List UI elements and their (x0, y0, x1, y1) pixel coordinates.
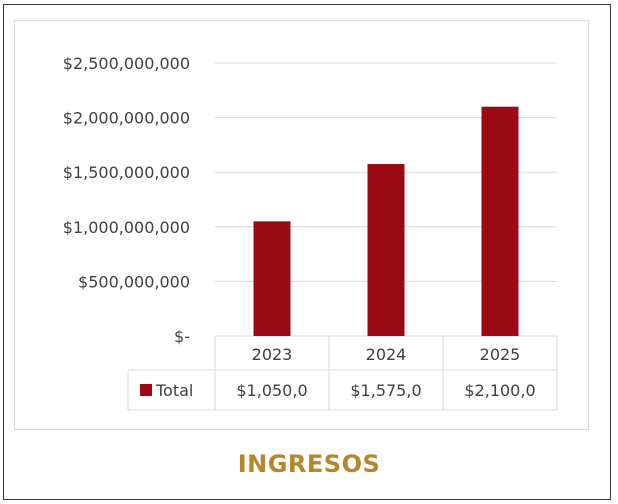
y-tick-label: $500,000,000 (78, 272, 190, 291)
legend-label: Total (155, 381, 193, 400)
category-label: 2023 (252, 345, 293, 364)
y-tick-label: $- (174, 327, 190, 346)
legend-swatch (140, 384, 152, 396)
bar-2024 (367, 164, 405, 336)
y-tick-label: $1,000,000,000 (63, 218, 190, 237)
chart-area (14, 20, 589, 430)
chart-title: INGRESOS (237, 450, 381, 478)
category-label: 2025 (480, 345, 521, 364)
y-tick-label: $2,000,000,000 (63, 109, 190, 128)
table-value: $1,575,0 (350, 381, 421, 400)
bar-2025 (481, 106, 519, 337)
table-value: $1,050,0 (236, 381, 307, 400)
y-tick-label: $1,500,000,000 (63, 163, 190, 182)
category-label: 2024 (366, 345, 407, 364)
y-tick-label: $2,500,000,000 (63, 54, 190, 73)
table-value: $2,100,0 (464, 381, 535, 400)
bar-2023 (253, 221, 291, 336)
